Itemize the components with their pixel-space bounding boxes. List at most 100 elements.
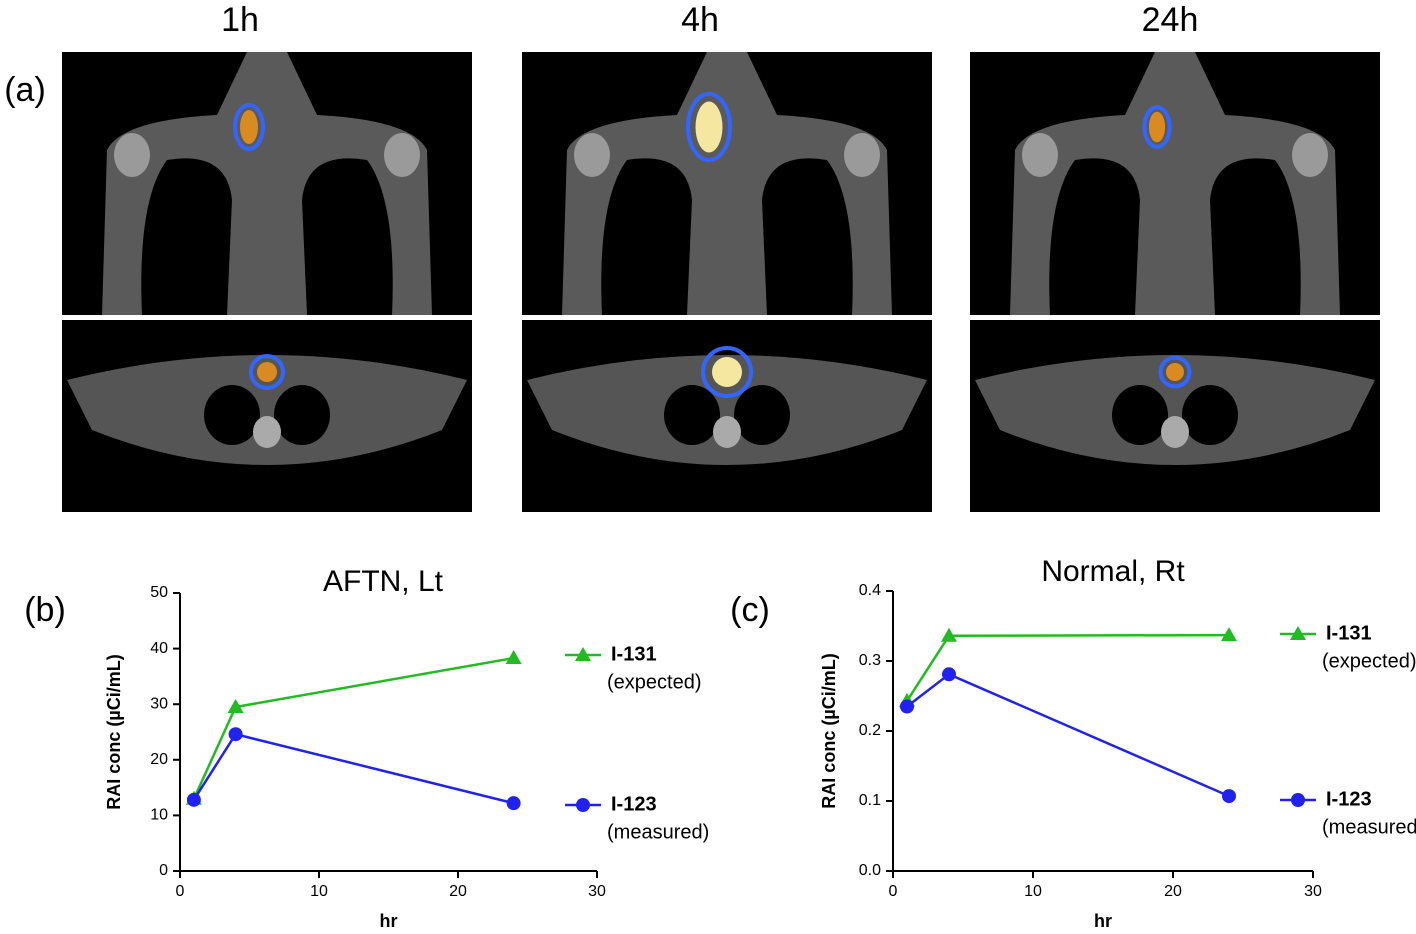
spine: [253, 416, 281, 448]
uptake: [257, 362, 277, 382]
lung: [1210, 158, 1301, 315]
shoulder: [844, 133, 880, 177]
series-line: [192, 656, 514, 800]
x-axis-label: hr: [1094, 911, 1112, 931]
x-tick-label: 30: [1304, 883, 1322, 900]
body: [527, 355, 927, 465]
legend-note: (expected): [607, 671, 702, 693]
series-line: [906, 672, 1230, 798]
y-tick-label: 0.4: [859, 582, 881, 599]
lung: [601, 158, 692, 315]
lung: [141, 158, 232, 315]
marker: [942, 667, 956, 682]
uptake-halo: [1142, 105, 1172, 149]
coronal-image: [522, 52, 932, 315]
spine: [713, 416, 741, 448]
legend-label: I-123: [611, 793, 657, 815]
y-tick-label: 50: [150, 584, 168, 601]
shoulder: [1022, 133, 1058, 177]
shoulder: [1292, 133, 1328, 177]
legend-note: (measured): [1322, 816, 1416, 838]
lung: [1112, 385, 1168, 445]
y-tick-label: 30: [150, 695, 168, 712]
lung: [1049, 158, 1140, 315]
coronal-image: [62, 52, 472, 315]
legend-label: I-131: [1326, 622, 1372, 644]
panel-label: (c): [730, 591, 770, 629]
x-tick-label: 0: [176, 883, 185, 900]
x-tick-label: 20: [1164, 883, 1182, 900]
lung: [1182, 385, 1238, 445]
y-axis-label: RAI conc (µCi/mL): [104, 654, 124, 809]
legend-label: I-123: [1326, 788, 1372, 810]
legend-marker: [1291, 793, 1305, 807]
uptake: [1166, 363, 1184, 381]
lung: [302, 158, 393, 315]
marker: [227, 698, 244, 713]
x-tick-label: 0: [889, 883, 898, 900]
y-tick-label: 40: [150, 640, 168, 657]
shoulder: [114, 133, 150, 177]
marker: [1222, 789, 1236, 804]
lung: [664, 385, 720, 445]
y-tick-label: 0.1: [859, 792, 881, 809]
uptake-halo: [249, 354, 285, 390]
coronal-image: [970, 52, 1380, 315]
legend-note: (expected): [1322, 650, 1416, 672]
shoulder: [574, 133, 610, 177]
chart-title: AFTN, Lt: [323, 565, 444, 598]
shoulder: [384, 133, 420, 177]
uptake: [695, 101, 723, 153]
column-label: 24h: [1142, 1, 1199, 39]
y-tick-label: 0.3: [859, 652, 881, 669]
legend-marker: [575, 647, 591, 661]
x-tick-label: 10: [310, 883, 328, 900]
axial-image: [522, 320, 932, 512]
uptake-halo: [701, 346, 753, 398]
marker: [186, 792, 201, 807]
column-label: 1h: [221, 1, 259, 39]
series-line: [192, 732, 514, 805]
marker: [1221, 627, 1237, 642]
uptake: [1148, 111, 1166, 143]
y-tick-label: 0.2: [859, 722, 881, 739]
body: [975, 355, 1375, 465]
y-tick-label: 0.0: [859, 862, 881, 879]
legend-marker: [1290, 626, 1306, 640]
body: [67, 355, 467, 465]
marker: [941, 627, 957, 642]
marker: [505, 650, 522, 665]
lung: [762, 158, 853, 315]
y-tick-label: 0: [159, 862, 168, 879]
lung: [274, 385, 330, 445]
legend-label: I-131: [611, 643, 657, 665]
uptake-halo: [1158, 355, 1192, 389]
y-axis-label: RAI conc (µCi/mL): [819, 653, 839, 808]
uptake: [712, 357, 742, 387]
lung: [734, 385, 790, 445]
y-tick-label: 10: [150, 807, 168, 824]
x-tick-label: 30: [588, 883, 606, 900]
axial-image: [62, 320, 472, 512]
chart-title: Normal, Rt: [1041, 555, 1185, 588]
legend-marker: [576, 798, 590, 812]
marker: [900, 699, 914, 714]
y-tick-label: 20: [150, 751, 168, 768]
uptake: [240, 110, 258, 144]
uptake-halo: [686, 92, 732, 162]
x-axis-label: hr: [380, 911, 398, 931]
axial-image: [970, 320, 1380, 512]
lung: [204, 385, 260, 445]
x-tick-label: 10: [1024, 883, 1042, 900]
series-line: [905, 633, 1230, 702]
panel-label: (b): [24, 591, 66, 629]
spine: [1161, 416, 1189, 448]
x-tick-label: 20: [449, 883, 467, 900]
marker: [506, 796, 521, 811]
legend-note: (measured): [607, 821, 709, 843]
column-label: 4h: [681, 1, 719, 39]
uptake-halo: [233, 103, 265, 151]
panel-label: (a): [4, 71, 46, 109]
marker: [228, 727, 243, 742]
